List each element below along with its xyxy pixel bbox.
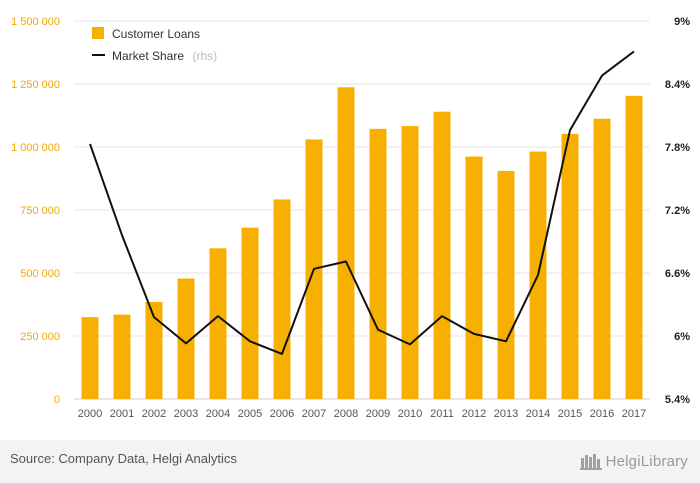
library-icon xyxy=(579,454,602,470)
bar-2011 xyxy=(433,111,451,399)
bar-2005 xyxy=(241,227,259,399)
x-tick-label: 2004 xyxy=(206,408,230,420)
right-tick-label: 7.2% xyxy=(665,205,690,217)
footer: Source: Company Data, Helgi Analytics He… xyxy=(0,440,700,483)
bar-2006 xyxy=(273,199,291,399)
right-axis-ticks: 5.4% 6% 6.6% 7.2% 7.8% 8.4% 9% xyxy=(665,16,690,406)
right-tick-label: 7.8% xyxy=(665,142,690,154)
bar-2016 xyxy=(593,118,611,399)
legend-label-market-share: Market Share xyxy=(112,49,184,63)
x-tick-label: 2002 xyxy=(142,408,166,420)
logo-text: HelgiLibrary xyxy=(605,452,688,470)
legend-label-customer-loans: Customer Loans xyxy=(112,27,200,41)
x-tick-label: 2007 xyxy=(302,408,326,420)
x-tick-label: 2009 xyxy=(366,408,390,420)
legend-label-market-share-group: Market Share (rhs) xyxy=(112,47,217,64)
market-share-line xyxy=(89,50,635,355)
grid-lines xyxy=(74,20,650,400)
left-tick-label: 750 000 xyxy=(20,205,60,217)
left-tick-label: 1 250 000 xyxy=(11,79,60,91)
left-tick-label: 500 000 xyxy=(20,268,60,280)
x-tick-label: 2012 xyxy=(462,408,486,420)
x-tick-label: 2014 xyxy=(526,408,550,420)
right-tick-label: 5.4% xyxy=(665,394,690,406)
bar-2003 xyxy=(177,278,195,399)
legend: Customer Loans Market Share (rhs) xyxy=(92,27,217,64)
right-tick-label: 6.6% xyxy=(665,268,690,280)
x-tick-label: 2015 xyxy=(558,408,582,420)
x-tick-label: 2000 xyxy=(78,408,102,420)
bar-2001 xyxy=(113,314,131,399)
source-text: Source: Company Data, Helgi Analytics xyxy=(10,451,237,466)
right-tick-label: 8.4% xyxy=(665,79,690,91)
bar-2015 xyxy=(561,133,579,399)
left-tick-label: 0 xyxy=(54,394,60,406)
x-tick-label: 2010 xyxy=(398,408,422,420)
x-tick-label: 2005 xyxy=(238,408,262,420)
x-tick-label: 2001 xyxy=(110,408,134,420)
x-tick-label: 2008 xyxy=(334,408,358,420)
legend-swatch-customer-loans xyxy=(92,27,104,39)
bar-2017 xyxy=(625,95,643,400)
bar-2008 xyxy=(337,87,355,399)
right-tick-label: 6% xyxy=(674,331,690,343)
bar-2010 xyxy=(401,126,419,400)
x-tick-label: 2013 xyxy=(494,408,518,420)
x-tick-label: 2003 xyxy=(174,408,198,420)
bar-2000 xyxy=(81,317,99,399)
bar-2002 xyxy=(145,301,163,399)
left-tick-label: 1 500 000 xyxy=(11,16,60,28)
x-tick-label: 2011 xyxy=(430,408,454,420)
x-axis-ticks: 2000 2001 2002 2003 2004 2005 2006 2007 2008 2009… xyxy=(78,408,646,420)
bar-2013 xyxy=(497,170,515,399)
legend-label-rhs: (rhs) xyxy=(192,49,217,63)
bar-2009 xyxy=(369,128,387,399)
x-tick-label: 2006 xyxy=(270,408,294,420)
bar-2004 xyxy=(209,248,227,399)
bar-series xyxy=(81,87,643,400)
x-tick-label: 2017 xyxy=(622,408,646,420)
left-axis-ticks: 0 250 000 500 000 750 000 1 000 000 1 250 000… xyxy=(11,16,60,406)
helgi-library-logo: HelgiLibrary xyxy=(579,448,688,474)
left-tick-label: 250 000 xyxy=(20,331,60,343)
right-tick-label: 9% xyxy=(674,16,690,28)
x-tick-label: 2016 xyxy=(590,408,614,420)
bar-2012 xyxy=(465,156,483,399)
left-tick-label: 1 000 000 xyxy=(11,142,60,154)
